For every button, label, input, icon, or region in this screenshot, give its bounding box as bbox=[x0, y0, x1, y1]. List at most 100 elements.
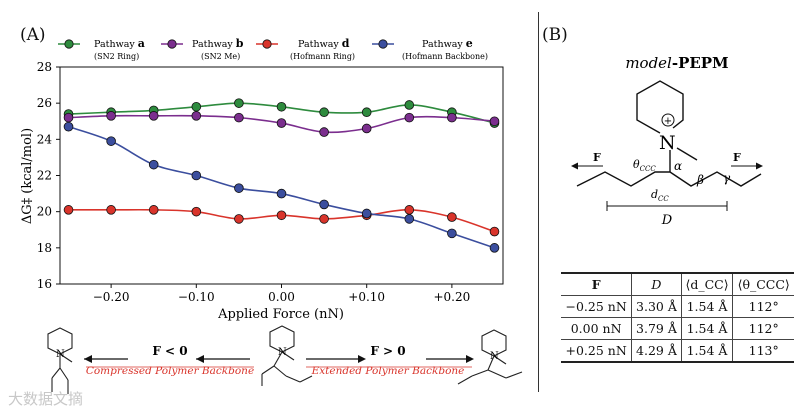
data-point-a bbox=[191, 101, 202, 112]
table-cell: 3.79 Å bbox=[631, 317, 682, 340]
dcc-symbol: d bbox=[651, 188, 658, 201]
data-point-b bbox=[148, 111, 159, 121]
table-cell: 1.54 Å bbox=[680, 295, 733, 318]
table-row: 0.00 nN 3.79 Å 1.54 Å 112° bbox=[561, 317, 794, 340]
data-point-d bbox=[489, 226, 500, 237]
pepm-title-bold: -PEPM bbox=[672, 54, 729, 72]
data-point-b bbox=[191, 111, 202, 121]
table-cell: 3.30 Å bbox=[631, 295, 682, 318]
y-tick-label: 24 bbox=[37, 132, 53, 146]
data-point-d bbox=[319, 214, 329, 224]
theta-label: θCCC bbox=[633, 158, 656, 173]
legend-item-b: Pathway b (SN2 Me) bbox=[161, 37, 244, 61]
data-point-b bbox=[276, 118, 287, 128]
plot-frame bbox=[59, 66, 504, 285]
data-point-b bbox=[447, 112, 457, 123]
panel-divider bbox=[538, 12, 539, 392]
center-n: N bbox=[278, 347, 287, 358]
data-point-d bbox=[63, 205, 74, 215]
table-cell: 0.00 nN bbox=[570, 321, 622, 336]
panel-b-label: (B) bbox=[542, 25, 568, 45]
table-row: −0.25 nN 3.30 Å 1.54 Å 112° bbox=[561, 295, 794, 318]
molecule-center bbox=[261, 325, 313, 386]
header-dcc: ⟨d_CC⟩ bbox=[680, 273, 733, 296]
pepm-ring bbox=[636, 80, 698, 172]
legend-name-e: Pathway bbox=[422, 39, 463, 50]
y-tick-label: 22 bbox=[37, 169, 52, 183]
legend-sub-a: (SN2 Ring) bbox=[94, 52, 139, 61]
beta-label: β bbox=[696, 173, 704, 187]
gamma-label: γ bbox=[723, 171, 731, 185]
force-arrows bbox=[571, 162, 763, 170]
table-row: +0.25 nN 4.29 Å 1.54 Å 113° bbox=[561, 339, 794, 362]
table-cell: 4.29 Å bbox=[631, 339, 682, 362]
x-tick-label: −0.20 bbox=[93, 290, 130, 304]
pepm-title: model-PEPM bbox=[625, 54, 728, 72]
left-caption: Compressed Polymer Backbone bbox=[86, 365, 254, 377]
energy-chart: Pathway a (SN2 Ring) Pathway b (SN2 Me) … bbox=[20, 37, 504, 322]
legend-name-d: Pathway bbox=[298, 39, 339, 50]
table-cell: 112° bbox=[732, 317, 794, 340]
data-point-e bbox=[191, 170, 202, 181]
x-tick-label: +0.20 bbox=[433, 290, 470, 304]
legend-bold-b: b bbox=[236, 37, 244, 50]
data-point-b bbox=[63, 112, 74, 123]
data-point-e bbox=[106, 136, 116, 146]
molecule-compressed bbox=[47, 327, 73, 394]
alpha-label: α bbox=[674, 159, 682, 173]
header-theta: ⟨θ_CCC⟩ bbox=[732, 273, 794, 296]
theta-symbol: θ bbox=[633, 158, 640, 171]
table-cell: 113° bbox=[732, 339, 794, 362]
legend: Pathway a (SN2 Ring) Pathway b (SN2 Me) … bbox=[58, 37, 488, 61]
legend-name-a: Pathway bbox=[94, 39, 135, 50]
panel-a-label: (A) bbox=[20, 25, 46, 45]
legend-sub-b: (SN2 Me) bbox=[201, 52, 240, 61]
compressed-n: N bbox=[56, 349, 65, 360]
data-point-b bbox=[489, 116, 500, 127]
legend-marker-d bbox=[262, 39, 272, 49]
data-point-e bbox=[63, 121, 74, 132]
right-arrows bbox=[306, 355, 474, 363]
length-bar bbox=[606, 201, 728, 211]
svg-text:Pathway a: Pathway a bbox=[94, 37, 145, 50]
data-point-d bbox=[404, 205, 415, 215]
y-tick-label: 16 bbox=[37, 277, 52, 291]
pepm-backbone bbox=[576, 171, 762, 187]
data-point-b bbox=[361, 123, 372, 134]
theta-sub: CCC bbox=[640, 165, 657, 173]
svg-text:Pathway e: Pathway e bbox=[422, 37, 473, 50]
pepm-diagram: model-PEPM + N F F θCCC α β γ dCC D bbox=[571, 54, 763, 228]
legend-item-d: Pathway d (Hofmann Ring) bbox=[256, 37, 355, 61]
data-point-d bbox=[106, 205, 116, 215]
charge-sign: + bbox=[664, 116, 672, 127]
right-force-label: F > 0 bbox=[370, 344, 405, 358]
x-axis-label: Applied Force (nN) bbox=[217, 307, 344, 322]
charge-circle bbox=[661, 113, 675, 127]
table-cell: +0.25 nN bbox=[565, 343, 627, 358]
x-tick-label: −0.10 bbox=[178, 290, 215, 304]
data-point-b bbox=[106, 111, 116, 121]
legend-marker-a bbox=[64, 39, 74, 49]
data-point-e bbox=[319, 199, 329, 210]
data-point-e bbox=[489, 243, 500, 253]
table-cell: −0.25 nN bbox=[565, 299, 627, 314]
data-point-a bbox=[276, 101, 287, 112]
x-axis-ticks: −0.20 −0.10 0.00 +0.10 +0.20 bbox=[93, 284, 470, 304]
y-tick-label: 20 bbox=[37, 205, 52, 219]
svg-text:Pathway b: Pathway b bbox=[192, 37, 244, 50]
y-tick-label: 26 bbox=[37, 96, 52, 110]
y-tick-label: 28 bbox=[37, 60, 52, 74]
data-point-e bbox=[361, 208, 372, 219]
x-tick-label: 0.00 bbox=[268, 290, 295, 304]
legend-bold-e: e bbox=[466, 37, 473, 50]
data-point-d bbox=[148, 205, 159, 215]
pepm-title-italic: model bbox=[625, 54, 672, 72]
x-tick-label: +0.10 bbox=[348, 290, 385, 304]
length-label: D bbox=[661, 213, 673, 228]
molecule-extended bbox=[457, 329, 523, 385]
series-layer bbox=[63, 98, 500, 253]
data-point-d bbox=[234, 214, 244, 224]
series-line-e bbox=[68, 125, 495, 249]
legend-sub-e: (Hofmann Backbone) bbox=[402, 52, 488, 61]
data-point-d bbox=[276, 210, 287, 221]
